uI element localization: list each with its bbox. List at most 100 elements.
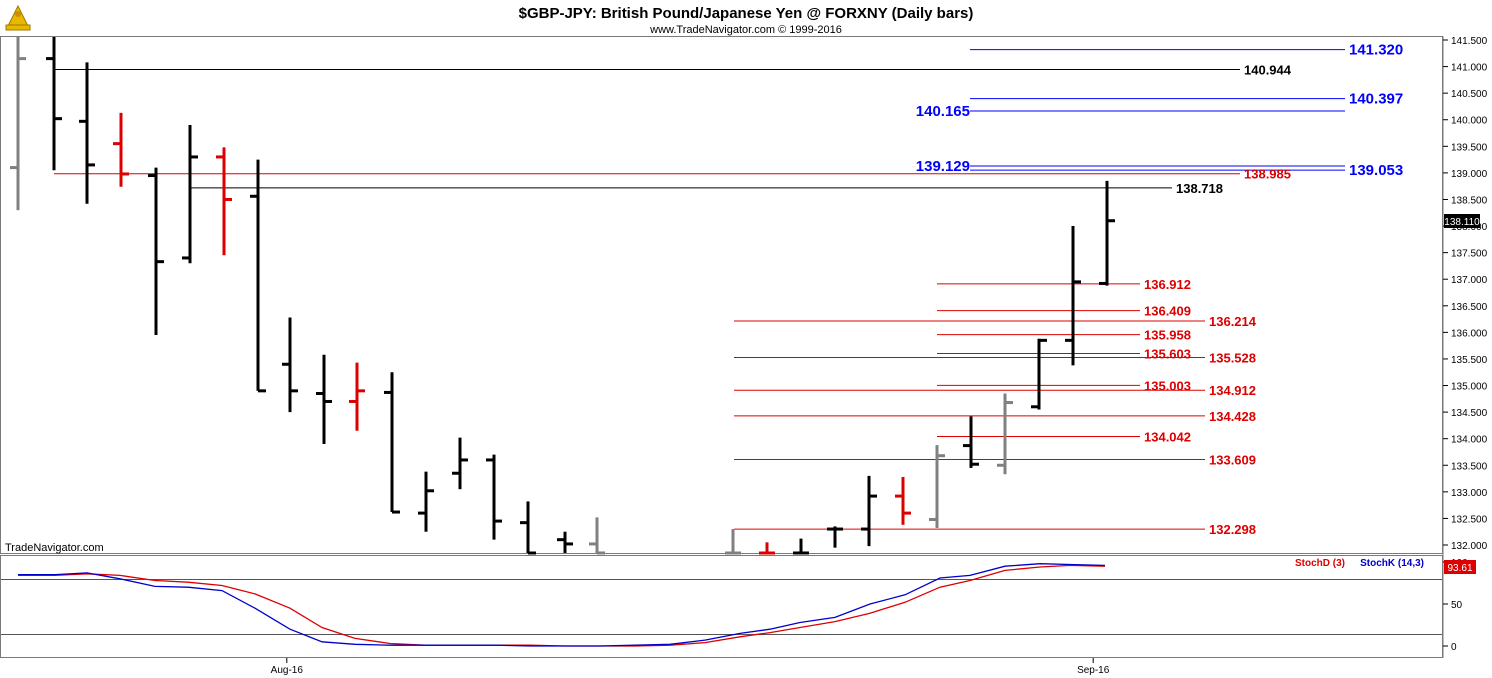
ohlc-bar	[10, 37, 26, 211]
ohlc-bar	[182, 125, 198, 264]
ohlc-bar	[589, 517, 605, 555]
price-level: 132.298	[734, 522, 1256, 537]
level-label: 139.053	[1349, 162, 1403, 179]
price-level: 135.958	[937, 328, 1191, 343]
price-tick-label: 136.000	[1451, 328, 1488, 339]
ohlc-bar	[1099, 180, 1115, 286]
price-tick-label: 135.500	[1451, 355, 1488, 366]
price-tick-label: 141.000	[1451, 63, 1488, 74]
price-panel	[0, 36, 1443, 554]
level-label: 136.912	[1144, 277, 1191, 292]
level-label: 134.428	[1209, 409, 1256, 424]
level-label: 134.042	[1144, 429, 1191, 444]
level-label: 138.985	[1244, 167, 1291, 182]
price-tick-label: 137.000	[1451, 275, 1488, 286]
price-level: 138.718	[190, 181, 1223, 196]
level-label: 135.528	[1209, 350, 1256, 365]
level-label: 138.718	[1176, 181, 1223, 196]
levels-layer: 141.320 140.944 140.397 140.165 139.129 139.0…	[54, 42, 1403, 537]
price-tick-label: 134.000	[1451, 435, 1488, 446]
level-label: 140.944	[1244, 63, 1292, 78]
stochd-legend: StochD (3)	[1295, 558, 1345, 569]
last-price-badge: 138.110	[1444, 214, 1480, 228]
price-tick-label: 137.500	[1451, 249, 1488, 260]
price-level: 134.428	[734, 409, 1256, 424]
ohlc-bar	[520, 501, 536, 555]
ohlc-bar	[216, 147, 232, 256]
chart-subtitle: www.TradeNavigator.com © 1999-2016	[649, 24, 842, 36]
date-tick-label: Sep-16	[1077, 665, 1110, 676]
level-label: 135.003	[1144, 378, 1191, 393]
stoch-value-text: 93.61	[1447, 563, 1472, 574]
ohlc-bar	[997, 393, 1013, 475]
ohlc-bar	[895, 476, 911, 525]
level-label: 132.298	[1209, 522, 1256, 537]
ohlc-bar	[1065, 226, 1081, 366]
ohlc-bar	[282, 317, 298, 413]
ohlc-bar	[79, 62, 95, 204]
ohlc-bar	[1031, 338, 1047, 410]
stoch-value-badge: 93.61	[1444, 560, 1476, 574]
stoch-tick-label: 0	[1451, 642, 1457, 653]
level-label: 135.603	[1144, 346, 1191, 361]
ohlc-bar	[793, 538, 809, 555]
ohlc-bar	[725, 529, 741, 555]
ohlc-bar	[384, 372, 400, 514]
price-tick-label: 136.500	[1451, 302, 1488, 313]
level-label: 134.912	[1209, 383, 1256, 398]
ohlc-bar	[349, 362, 365, 431]
stochk-legend: StochK (14,3)	[1360, 558, 1424, 569]
ohlc-bar	[557, 531, 573, 553]
ohlc-bar	[452, 437, 468, 490]
price-tick-label: 133.000	[1451, 488, 1488, 499]
price-level: 138.985	[54, 167, 1291, 182]
price-tick-label: 134.500	[1451, 408, 1488, 419]
price-level: 136.409	[937, 304, 1191, 319]
price-tick-label: 140.500	[1451, 89, 1488, 100]
ohlc-bar	[148, 167, 164, 336]
price-level: 141.320	[970, 42, 1403, 59]
price-tick-label: 140.000	[1451, 116, 1488, 127]
price-tick-label: 139.500	[1451, 142, 1488, 153]
price-tick-label: 141.500	[1451, 36, 1488, 47]
price-level: 140.397	[970, 91, 1403, 108]
ohlc-bar	[929, 445, 945, 528]
price-tick-label: 133.500	[1451, 461, 1488, 472]
ohlc-bar	[316, 354, 332, 444]
level-label: 140.165	[916, 103, 970, 120]
price-level: 140.944	[54, 63, 1292, 78]
bars-layer	[10, 37, 1115, 555]
watermark-text: TradeNavigator.com	[5, 542, 104, 554]
level-label: 135.958	[1144, 328, 1191, 343]
level-label: 139.129	[916, 158, 970, 175]
price-level: 139.053	[970, 162, 1403, 179]
ohlc-bar	[827, 526, 843, 548]
price-tick-label: 135.000	[1451, 382, 1488, 393]
level-label: 141.320	[1349, 42, 1403, 59]
level-label: 133.609	[1209, 452, 1256, 467]
stoch-tick-label: 50	[1451, 600, 1463, 611]
price-level: 134.912	[734, 383, 1256, 398]
tradenavigator-logo-icon	[3, 3, 35, 33]
level-label: 136.214	[1209, 314, 1257, 329]
price-level: 136.214	[734, 314, 1257, 329]
last-price-text: 138.110	[1444, 217, 1480, 228]
ohlc-bar	[46, 37, 62, 171]
price-tick-label: 138.500	[1451, 195, 1488, 206]
price-tick-label: 132.000	[1451, 541, 1488, 552]
ohlc-bar	[486, 454, 502, 540]
stochastic-panel	[0, 555, 1443, 658]
chart-title: $GBP-JPY: British Pound/Japanese Yen @ F…	[519, 5, 974, 22]
ohlc-bar	[861, 475, 877, 547]
level-label: 136.409	[1144, 304, 1191, 319]
ohlc-bar	[963, 416, 979, 468]
level-label: 140.397	[1349, 91, 1403, 108]
ohlc-bar	[250, 159, 266, 393]
price-tick-label: 132.500	[1451, 514, 1488, 525]
price-level: 139.129	[916, 158, 1345, 175]
ohlc-bar	[418, 471, 434, 532]
stochk-line	[18, 563, 1106, 647]
price-level: 135.528	[734, 350, 1256, 365]
price-level: 140.165	[916, 103, 1345, 120]
